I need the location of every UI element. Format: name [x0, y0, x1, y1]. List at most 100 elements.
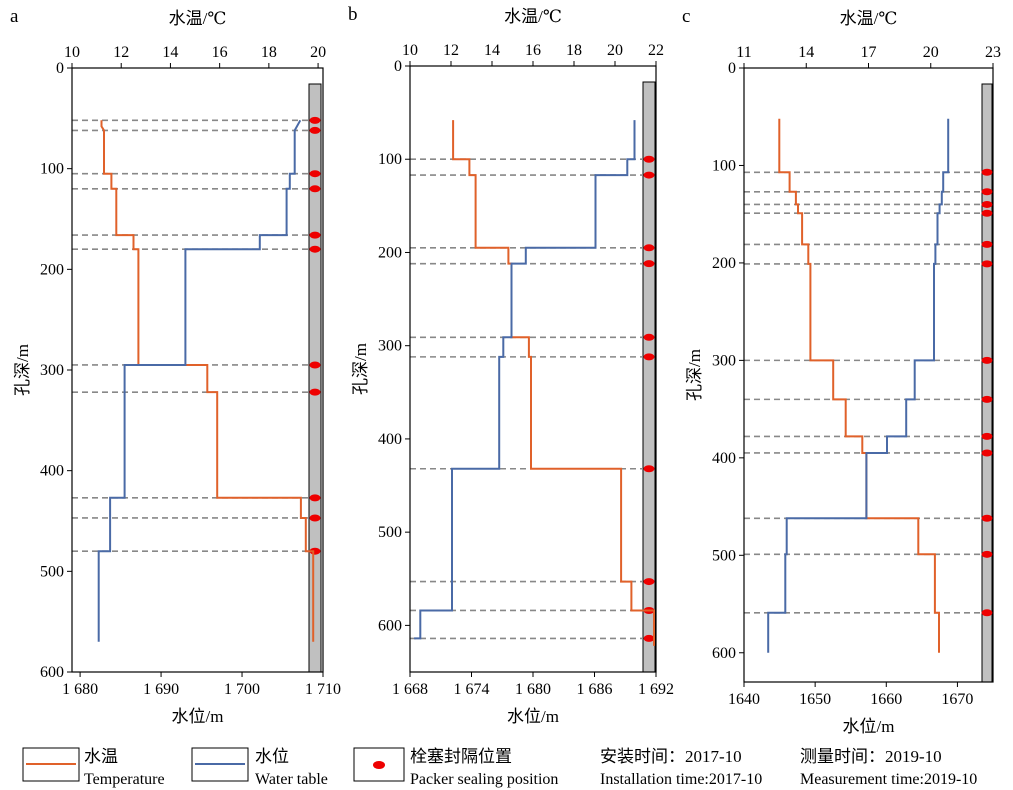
packer-marker-6 — [309, 361, 321, 369]
water-table-series-line — [97, 119, 302, 642]
y-tick-label-0: 0 — [728, 60, 736, 77]
packer-marker-8 — [309, 494, 321, 502]
y-tick-label-4: 400 — [712, 450, 736, 467]
y-tick-label-3: 300 — [40, 362, 64, 379]
install-time-en: Installation time:2017-10 — [600, 771, 762, 788]
top-tick-label-4: 18 — [261, 44, 277, 61]
packer-marker-7 — [309, 388, 321, 396]
y-tick-label-2: 200 — [40, 261, 64, 278]
packer-marker-4 — [309, 231, 321, 239]
bottom-tick-label-3: 1 686 — [577, 681, 613, 698]
top-axis-title: 水温/℃ — [504, 7, 562, 26]
bottom-tick-label-3: 1 710 — [305, 681, 341, 698]
top-tick-label-0: 10 — [402, 42, 418, 59]
packer-marker-1 — [981, 188, 993, 196]
install-time-cn: 安装时间：2017-10 — [600, 747, 742, 766]
legend-temperature-box — [22, 747, 80, 782]
top-tick-label-2: 17 — [861, 44, 877, 61]
top-tick-label-2: 14 — [484, 42, 500, 59]
y-tick-label-3: 300 — [712, 352, 736, 369]
water-table-series-line — [767, 118, 950, 653]
panel-c: 0 100 200 300 400 500 600 11 14 17 20 23 1640 1650 166… — [682, 6, 1001, 736]
y-tick-label-2: 200 — [712, 255, 736, 272]
bottom-axis-title: 水位/m — [507, 707, 559, 726]
y-axis-title: 孔深/m — [13, 344, 32, 396]
y-tick-label-1: 100 — [378, 151, 402, 168]
packer-marker-7 — [643, 578, 655, 586]
packer-marker-9 — [643, 634, 655, 642]
packer-marker-2 — [981, 200, 993, 208]
packer-marker-6 — [981, 356, 993, 364]
bottom-tick-label-4: 1 692 — [638, 681, 674, 698]
legend-temperature-cn: 水温 — [84, 747, 118, 766]
measure-time-en: Measurement time:2019-10 — [800, 771, 977, 788]
legend-packer-box — [353, 747, 405, 782]
legend-temperature-en: Temperature — [84, 771, 165, 788]
top-tick-label-5: 20 — [310, 44, 326, 61]
top-tick-label-5: 20 — [607, 42, 623, 59]
y-tick-label-1: 100 — [712, 157, 736, 174]
y-tick-label-0: 0 — [56, 60, 64, 77]
panel-b: 0 100 200 300 400 500 600 10 12 14 16 18 20 22 1 668 1 … — [348, 4, 674, 726]
y-tick-label-1: 100 — [40, 161, 64, 178]
temperature-series-line — [100, 120, 315, 642]
packer-marker-9 — [981, 449, 993, 457]
bottom-tick-label-2: 1 700 — [224, 681, 260, 698]
y-tick-label-4: 400 — [40, 463, 64, 480]
y-tick-label-5: 500 — [40, 563, 64, 580]
top-axis-title: 水温/℃ — [840, 9, 898, 28]
plot-frame — [743, 67, 994, 683]
packer-marker-8 — [981, 432, 993, 440]
top-axis-title: 水温/℃ — [169, 9, 227, 28]
panel-label: a — [10, 6, 19, 27]
y-tick-label-2: 200 — [378, 244, 402, 261]
panel-a: 0 100 200 300 400 500 600 10 12 14 16 18 20 1 680 1 69… — [10, 6, 341, 726]
legend-temperature: 水温 Temperature — [22, 747, 165, 788]
packer-marker-5 — [643, 353, 655, 361]
packer-marker-5 — [309, 245, 321, 253]
packer-marker-10 — [981, 514, 993, 522]
packer-marker-3 — [643, 260, 655, 268]
legend-packer-cn: 栓塞封隔位置 — [410, 747, 512, 766]
top-tick-label-0: 11 — [736, 44, 751, 61]
y-axis-title: 孔深/m — [685, 349, 704, 401]
bottom-tick-label-0: 1 680 — [62, 681, 98, 698]
top-tick-label-1: 12 — [443, 42, 459, 59]
y-tick-label-5: 500 — [378, 524, 402, 541]
packer-marker-1 — [643, 171, 655, 179]
packer-marker-2 — [643, 244, 655, 252]
legend-packer-marker — [373, 761, 385, 769]
measure-time-cn: 测量时间：2019-10 — [800, 747, 942, 766]
packer-marker-6 — [643, 465, 655, 473]
top-tick-label-1: 14 — [798, 44, 814, 61]
bottom-tick-label-2: 1 680 — [515, 681, 551, 698]
packer-marker-3 — [309, 185, 321, 193]
bottom-tick-label-3: 1670 — [941, 691, 973, 708]
y-tick-label-6: 600 — [378, 617, 402, 634]
top-tick-label-3: 20 — [923, 44, 939, 61]
temperature-series-line — [452, 120, 655, 646]
legend-water-table-en: Water table — [255, 771, 328, 788]
y-tick-label-5: 500 — [712, 547, 736, 564]
legend-water-table-cn: 水位 — [255, 747, 289, 766]
top-tick-label-0: 10 — [64, 44, 80, 61]
legend-packer-en: Packer sealing position — [410, 771, 558, 788]
legend: 水温 Temperature 水位 Water table 栓塞封隔位置 Pac… — [22, 747, 977, 788]
y-tick-label-6: 600 — [40, 664, 64, 681]
top-tick-label-6: 22 — [648, 42, 664, 59]
packer-marker-11 — [981, 550, 993, 558]
bottom-tick-label-1: 1 690 — [143, 681, 179, 698]
legend-times: 安装时间：2017-10 Installation time:2017-10 测… — [600, 747, 977, 788]
legend-water-table-box — [191, 747, 249, 782]
packer-marker-12 — [981, 609, 993, 617]
top-tick-label-4: 18 — [566, 42, 582, 59]
packer-marker-0 — [309, 116, 321, 124]
y-tick-label-3: 300 — [378, 338, 402, 355]
temperature-series-line — [778, 118, 940, 653]
plot-frame — [71, 67, 324, 673]
legend-packer: 栓塞封隔位置 Packer sealing position — [353, 747, 558, 788]
packer-marker-1 — [309, 126, 321, 134]
top-tick-label-3: 16 — [212, 44, 228, 61]
y-tick-label-6: 600 — [712, 645, 736, 662]
